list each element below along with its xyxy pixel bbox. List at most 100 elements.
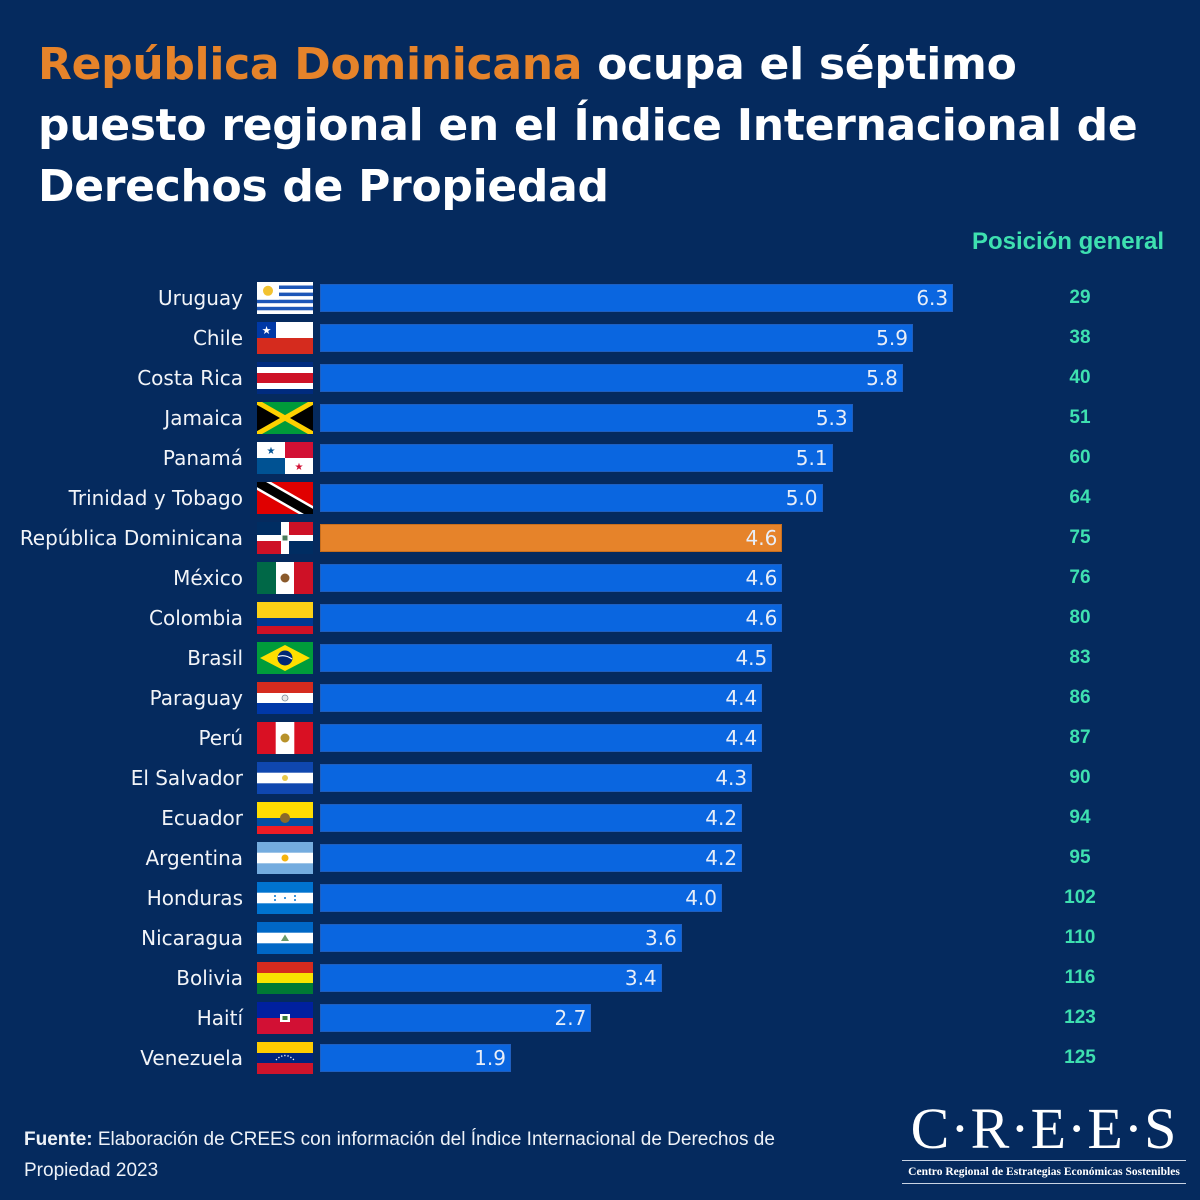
bar-honduras: 4.0 bbox=[320, 884, 722, 912]
data-label-colombia: 4.6 bbox=[745, 606, 778, 630]
bar-brasil: 4.5 bbox=[320, 644, 773, 672]
el-salvador-flag-icon bbox=[257, 762, 313, 794]
rank-costa-rica: 40 bbox=[1069, 367, 1091, 388]
bar-peru: 4.4 bbox=[320, 724, 763, 752]
bar-chile: 5.9 bbox=[320, 324, 913, 352]
bar-mexico: 4.6 bbox=[320, 564, 783, 592]
bar-trinidad-y-tobago: 5.0 bbox=[320, 484, 823, 512]
category-label-brasil: Brasil bbox=[187, 646, 243, 670]
logo-rule-top bbox=[902, 1160, 1186, 1161]
rank-paraguay: 86 bbox=[1069, 687, 1091, 708]
category-label-republica-dominicana: República Dominicana bbox=[19, 526, 243, 550]
data-label-el-salvador: 4.3 bbox=[715, 766, 748, 790]
bar-ecuador: 4.2 bbox=[320, 804, 743, 832]
data-label-mexico: 4.6 bbox=[745, 566, 778, 590]
rank-ecuador: 94 bbox=[1069, 807, 1091, 828]
jamaica-flag-icon bbox=[257, 402, 313, 434]
svg-text:★: ★ bbox=[262, 325, 272, 337]
rank-bolivia: 116 bbox=[1064, 967, 1096, 988]
bar-colombia: 4.6 bbox=[320, 604, 783, 632]
category-label-panama: Panamá bbox=[162, 446, 243, 470]
costa-rica-flag-icon bbox=[257, 362, 313, 394]
venezuela-flag-icon bbox=[257, 1042, 313, 1074]
data-label-honduras: 4.0 bbox=[685, 886, 717, 910]
category-label-nicaragua: Nicaragua bbox=[141, 926, 243, 950]
peru-flag-icon bbox=[257, 722, 313, 754]
category-label-bolivia: Bolivia bbox=[176, 966, 243, 990]
data-label-paraguay: 4.4 bbox=[725, 686, 758, 710]
logo-subtitle: Centro Regional de Estrategias Económica… bbox=[908, 1166, 1180, 1178]
bar-uruguay: 6.3 bbox=[320, 284, 954, 312]
category-label-jamaica: Jamaica bbox=[164, 406, 243, 430]
bar-nicaragua: 3.6 bbox=[320, 924, 682, 952]
category-label-paraguay: Paraguay bbox=[149, 686, 243, 710]
argentina-flag-icon bbox=[257, 842, 313, 874]
chart-title: República Dominicana ocupa el séptimo pu… bbox=[38, 34, 1178, 217]
category-label-venezuela: Venezuela bbox=[140, 1046, 243, 1070]
category-label-costa-rica: Costa Rica bbox=[137, 366, 243, 390]
haiti-flag-icon bbox=[257, 1002, 313, 1034]
bar-costa-rica: 5.8 bbox=[320, 364, 903, 392]
category-label-peru: Perú bbox=[198, 726, 243, 750]
rank-argentina: 95 bbox=[1069, 847, 1091, 868]
bar-el-salvador: 4.3 bbox=[320, 764, 753, 792]
title-highlight: República Dominicana bbox=[38, 39, 583, 90]
category-label-colombia: Colombia bbox=[149, 606, 243, 630]
uruguay-flag-icon bbox=[257, 282, 313, 314]
bar-venezuela: 1.9 bbox=[320, 1044, 511, 1072]
nicaragua-flag-icon bbox=[257, 922, 313, 954]
data-label-bolivia: 3.4 bbox=[624, 966, 657, 990]
bar-haiti: 2.7 bbox=[320, 1004, 592, 1032]
rank-nicaragua: 110 bbox=[1064, 927, 1096, 948]
paraguay-flag-icon bbox=[257, 682, 313, 714]
honduras-flag-icon bbox=[257, 882, 313, 914]
category-label-haiti: Haití bbox=[196, 1006, 243, 1030]
bar-republica-dominicana: 4.6 bbox=[320, 524, 783, 552]
data-label-uruguay: 6.3 bbox=[916, 286, 949, 310]
source-note: Fuente: Elaboración de CREES con informa… bbox=[24, 1124, 864, 1186]
rank-haiti: 123 bbox=[1064, 1007, 1096, 1028]
data-label-trinidad-y-tobago: 5.0 bbox=[785, 486, 818, 510]
chile-flag-icon: ★ bbox=[257, 322, 313, 354]
dominican-republic-flag-icon bbox=[257, 522, 313, 554]
title-rest: ocupa el séptimo puesto regional en el Í… bbox=[38, 39, 1138, 212]
rank-honduras: 102 bbox=[1064, 887, 1096, 908]
data-label-brasil: 4.5 bbox=[735, 646, 768, 670]
ecuador-flag-icon bbox=[257, 802, 313, 834]
rank-venezuela: 125 bbox=[1064, 1047, 1096, 1068]
category-label-el-salvador: El Salvador bbox=[130, 766, 243, 790]
logo-rule-bottom bbox=[902, 1183, 1186, 1184]
category-label-mexico: México bbox=[173, 566, 243, 590]
rank-republica-dominicana: 75 bbox=[1069, 527, 1091, 548]
svg-text:★: ★ bbox=[267, 446, 276, 457]
rank-chile: 38 bbox=[1069, 327, 1091, 348]
rank-column-header: Posición general bbox=[971, 228, 1164, 255]
bar-jamaica: 5.3 bbox=[320, 404, 853, 432]
rank-el-salvador: 90 bbox=[1069, 767, 1091, 788]
data-label-panama: 5.1 bbox=[795, 446, 828, 470]
logo-wordmark: C·R·E·E·S bbox=[910, 1096, 1178, 1161]
rank-uruguay: 29 bbox=[1069, 287, 1091, 308]
trinidad-tobago-flag-icon bbox=[257, 482, 313, 514]
rank-trinidad-y-tobago: 64 bbox=[1069, 487, 1091, 508]
bar-bolivia: 3.4 bbox=[320, 964, 662, 992]
crees-logo: C·R·E·E·S Centro Regional de Estrategias… bbox=[902, 1100, 1186, 1186]
brazil-flag-icon bbox=[257, 642, 313, 674]
category-label-argentina: Argentina bbox=[145, 846, 243, 870]
data-label-venezuela: 1.9 bbox=[474, 1046, 506, 1070]
data-label-nicaragua: 3.6 bbox=[644, 926, 677, 950]
category-label-ecuador: Ecuador bbox=[161, 806, 243, 830]
data-label-chile: 5.9 bbox=[876, 326, 908, 350]
bar-paraguay: 4.4 bbox=[320, 684, 763, 712]
category-label-honduras: Honduras bbox=[146, 886, 243, 910]
data-label-haiti: 2.7 bbox=[554, 1006, 587, 1030]
bar-argentina: 4.2 bbox=[320, 844, 743, 872]
data-label-jamaica: 5.3 bbox=[815, 406, 848, 430]
source-text: Elaboración de CREES con información del… bbox=[24, 1129, 775, 1181]
source-label: Fuente: bbox=[24, 1129, 93, 1150]
colombia-flag-icon bbox=[257, 602, 313, 634]
rank-jamaica: 51 bbox=[1069, 407, 1091, 428]
panama-flag-icon: ★ ★ bbox=[257, 442, 313, 474]
data-label-republica-dominicana: 4.6 bbox=[745, 526, 778, 550]
bar-panama: 5.1 bbox=[320, 444, 833, 472]
